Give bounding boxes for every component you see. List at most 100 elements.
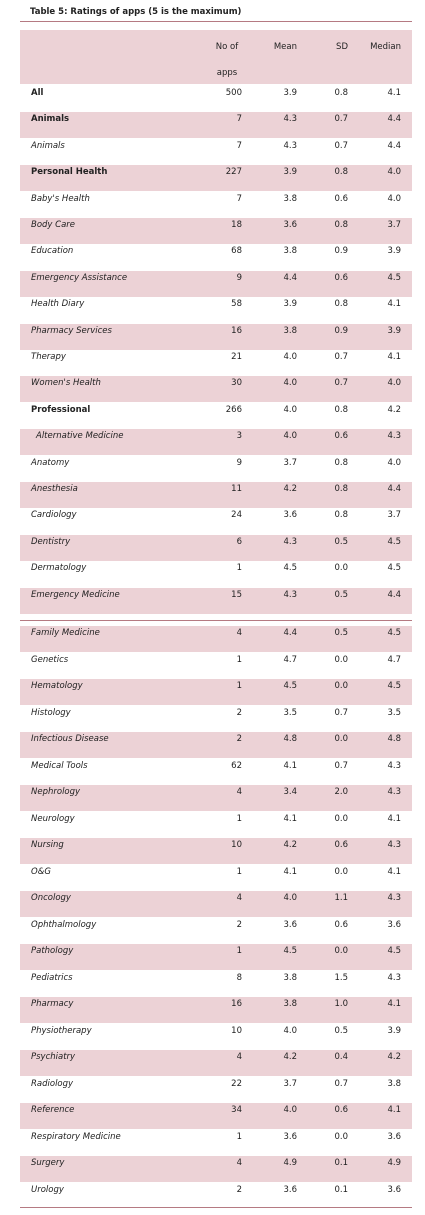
cell: 0.6 (334, 1105, 348, 1115)
cell: 58 (231, 299, 242, 310)
cell: 4.0 (387, 167, 401, 178)
rule (20, 1207, 412, 1208)
cell: 4 (236, 1158, 242, 1168)
cell: 0.7 (334, 707, 348, 718)
row-bg (20, 218, 412, 244)
cell: 7 (236, 140, 242, 151)
cell: 0.9 (334, 246, 348, 257)
cell: 0.0 (334, 734, 348, 744)
cell: 3.7 (387, 220, 401, 230)
cell: 2 (236, 1184, 242, 1195)
cell: 4.4 (283, 272, 297, 283)
cell: 0.7 (334, 352, 348, 362)
cell: 4.4 (283, 628, 297, 638)
cell: 4.5 (387, 536, 401, 547)
cell: 4.5 (283, 946, 297, 956)
cell: 4.2 (387, 404, 401, 415)
cell: 3.8 (283, 972, 297, 983)
cell: 0.6 (334, 193, 348, 204)
cell: 4.5 (387, 681, 401, 691)
cell: 4.0 (283, 431, 297, 442)
cell: 4.1 (387, 88, 401, 98)
cell: 0.5 (334, 589, 348, 600)
cell: 9 (236, 272, 242, 283)
cell: 4.0 (387, 457, 401, 468)
header-bg (20, 30, 412, 84)
cell: 4 (236, 893, 242, 903)
cell: 3.7 (387, 510, 401, 521)
cell: 4.5 (387, 272, 401, 283)
cell: 4.3 (387, 840, 401, 850)
cell: 4.3 (387, 972, 401, 983)
row-label: Respiratory Medicine (31, 1131, 121, 1142)
cell: 0.6 (334, 431, 348, 442)
row-label: Animals (31, 114, 70, 125)
cell: 3.8 (387, 1078, 401, 1089)
row-bg (20, 1050, 412, 1076)
table-title: Table 5: Ratings of apps (5 is the maxim… (30, 7, 242, 17)
cell: 0.7 (334, 378, 348, 389)
row-label: Ophthalmology (31, 919, 97, 930)
cell: 0.6 (334, 919, 348, 930)
row-label: Histology (31, 707, 71, 718)
cell: 4.3 (387, 787, 401, 797)
cell: 1 (236, 1131, 242, 1142)
cell: 0.7 (334, 114, 348, 125)
cell: 4.0 (283, 893, 297, 903)
cell: 4.1 (387, 866, 401, 877)
cell: 3.6 (283, 1184, 297, 1195)
cell: 22 (231, 1078, 242, 1089)
cell: 4.1 (387, 1105, 401, 1115)
cell: 227 (225, 167, 242, 178)
cell: 4.0 (283, 1025, 297, 1036)
cell: 4.3 (283, 114, 297, 125)
cell: 4.2 (283, 484, 297, 494)
cell: 4.9 (387, 1158, 401, 1168)
cell: 3.9 (387, 246, 401, 257)
row-label: Dentistry (31, 536, 71, 547)
row-bg (20, 323, 412, 350)
cell: 3.9 (283, 88, 297, 98)
cell: 0.4 (334, 1052, 348, 1062)
cell: 4.0 (387, 378, 401, 389)
row-bg (20, 429, 412, 456)
cell: 3.6 (387, 1184, 401, 1195)
cell: 4.2 (283, 840, 297, 850)
cell: 4.3 (283, 589, 297, 600)
row-bg (20, 376, 412, 403)
cell: 2 (236, 734, 242, 744)
cell: 7 (236, 114, 242, 125)
cell: 0.0 (334, 1131, 348, 1142)
cell: 0.1 (334, 1184, 348, 1195)
cell: 16 (231, 999, 242, 1009)
cell: 4.5 (387, 628, 401, 638)
cell: 3.8 (283, 325, 297, 336)
cell: 0.8 (334, 404, 348, 415)
row-label: Psychiatry (31, 1052, 76, 1062)
column-header: Median (370, 42, 401, 52)
row-label: Personal Health (31, 167, 108, 178)
cell: 4.3 (387, 760, 401, 771)
cell: 3.7 (283, 457, 297, 468)
cell: 0.7 (334, 1078, 348, 1089)
row-label: Emergency Medicine (31, 589, 120, 600)
row-bg (20, 732, 412, 758)
cell: 4.2 (387, 1052, 401, 1062)
cell: 4.2 (283, 1052, 297, 1062)
cell: 0.8 (334, 457, 348, 468)
cell: 3 (236, 431, 242, 442)
cell: 7 (236, 193, 242, 204)
cell: 9 (236, 457, 242, 468)
cell: 2 (236, 707, 242, 718)
cell: 0.6 (334, 272, 348, 283)
row-bg (20, 1156, 412, 1182)
cell: 10 (231, 1025, 242, 1036)
cell: 0.8 (334, 88, 348, 98)
cell: 4 (236, 787, 242, 797)
row-bg (20, 165, 412, 192)
row-label: Surgery (31, 1158, 65, 1168)
cell: 4.8 (387, 734, 401, 744)
cell: 24 (231, 510, 242, 521)
cell: 4.4 (387, 484, 401, 494)
